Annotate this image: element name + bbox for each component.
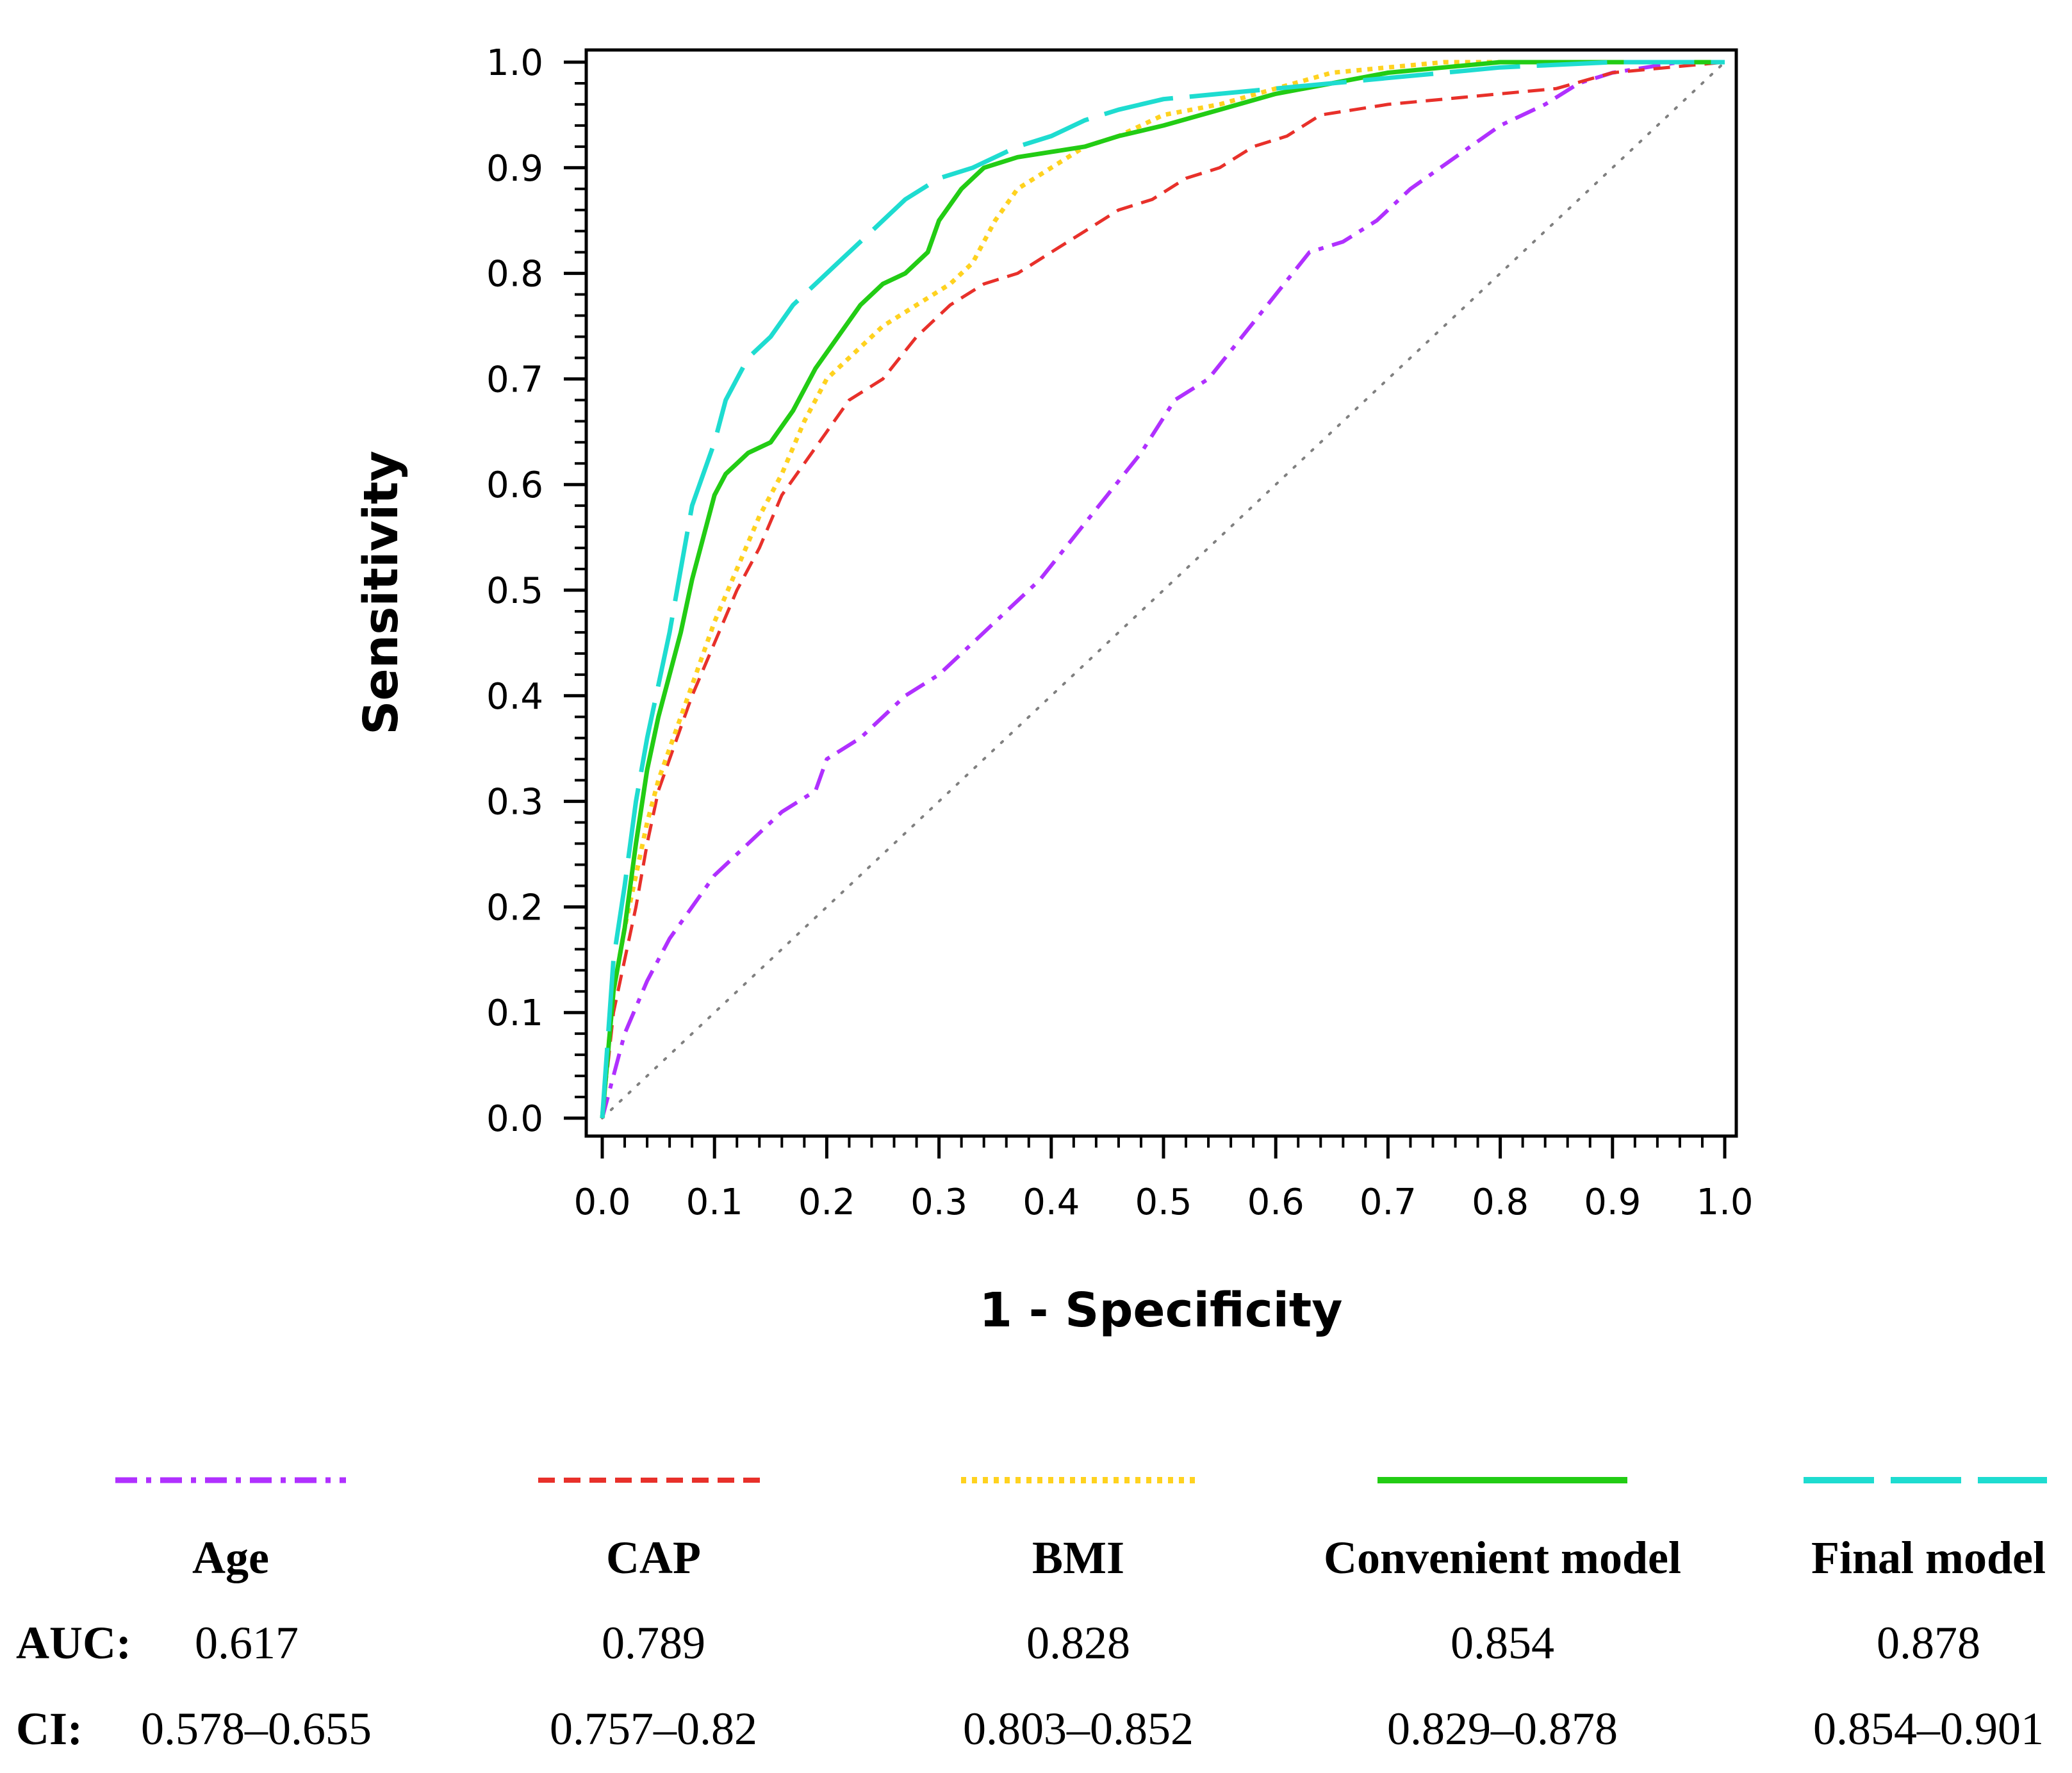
auc-row-label: AUC: — [16, 1617, 131, 1669]
y-tick-label: 0.8 — [486, 254, 543, 295]
x-tick-label: 0.3 — [910, 1182, 967, 1223]
x-axis: 0.0 0.1 0.2 0.3 0.4 0.5 0.6 0.7 0.8 0.9 1.0 — [573, 1136, 1754, 1223]
roc-curve-age — [600, 60, 1725, 1119]
y-tick-label: 1.0 — [486, 42, 543, 84]
roc-curve-bmi — [600, 60, 1725, 1119]
y-tick-label: 0.3 — [486, 782, 543, 823]
x-tick-label: 0.1 — [686, 1182, 743, 1223]
ci-value-cap: 0.757–0.82 — [550, 1703, 757, 1754]
legend-label-bmi: BMI — [1032, 1532, 1124, 1583]
ci-value-age: 0.578–0.655 — [141, 1703, 372, 1754]
ci-row-label: CI: — [16, 1703, 83, 1754]
x-axis-title: 1 - Specificity — [979, 1283, 1342, 1338]
legend-label-age: Age — [192, 1532, 269, 1583]
x-tick-label: 0.6 — [1247, 1182, 1304, 1223]
roc-curve-convenient-model — [600, 60, 1725, 1119]
auc-value-bmi: 0.828 — [1026, 1617, 1130, 1669]
legend: Age 0.617 0.578–0.655 CAP 0.789 0.757–0.82 BMI… — [115, 1477, 2047, 1754]
y-tick-label: 0.7 — [486, 359, 543, 400]
y-tick-label: 0.1 — [486, 993, 543, 1034]
reference-diagonal-layer — [601, 61, 1726, 1119]
y-tick-label: 0.0 — [486, 1098, 543, 1140]
y-tick-label: 0.4 — [486, 676, 543, 718]
auc-value-final-model: 0.878 — [1877, 1617, 1980, 1669]
y-tick-label: 0.2 — [486, 887, 543, 928]
auc-value-convenient-model: 0.854 — [1451, 1617, 1554, 1669]
ci-value-final-model: 0.854–0.901 — [1813, 1703, 2044, 1754]
legend-label-convenient-model: Convenient model — [1324, 1532, 1681, 1583]
ci-value-convenient-model: 0.829–0.878 — [1387, 1703, 1618, 1754]
roc-curves-layer — [600, 60, 1725, 1119]
y-tick-label: 0.5 — [486, 570, 543, 612]
y-axis: 0.0 0.1 0.2 0.3 0.4 0.5 0.6 0.7 0.8 0.9 1.0 — [486, 42, 586, 1140]
x-tick-label: 1.0 — [1696, 1182, 1753, 1223]
auc-value-cap: 0.789 — [602, 1617, 705, 1669]
x-tick-label: 0.9 — [1584, 1182, 1641, 1223]
y-axis-title: Sensitivity — [354, 450, 409, 735]
y-tick-label: 0.6 — [486, 465, 543, 506]
auc-value-age: 0.617 — [195, 1617, 299, 1669]
y-tick-label: 0.9 — [486, 148, 543, 190]
roc-curve-final-model — [600, 60, 1725, 1119]
x-tick-label: 0.7 — [1360, 1182, 1417, 1223]
x-tick-label: 0.5 — [1135, 1182, 1192, 1223]
x-tick-label: 0.8 — [1472, 1182, 1529, 1223]
x-tick-label: 0.2 — [798, 1182, 855, 1223]
legend-label-final-model: Final model — [1811, 1532, 2046, 1583]
legend-label-cap: CAP — [606, 1532, 701, 1583]
roc-curve-cap — [600, 60, 1725, 1119]
x-tick-label: 0.4 — [1023, 1182, 1080, 1223]
ci-value-bmi: 0.803–0.852 — [963, 1703, 1194, 1754]
x-tick-label: 0.0 — [573, 1182, 630, 1223]
reference-diagonal — [601, 61, 1726, 1119]
